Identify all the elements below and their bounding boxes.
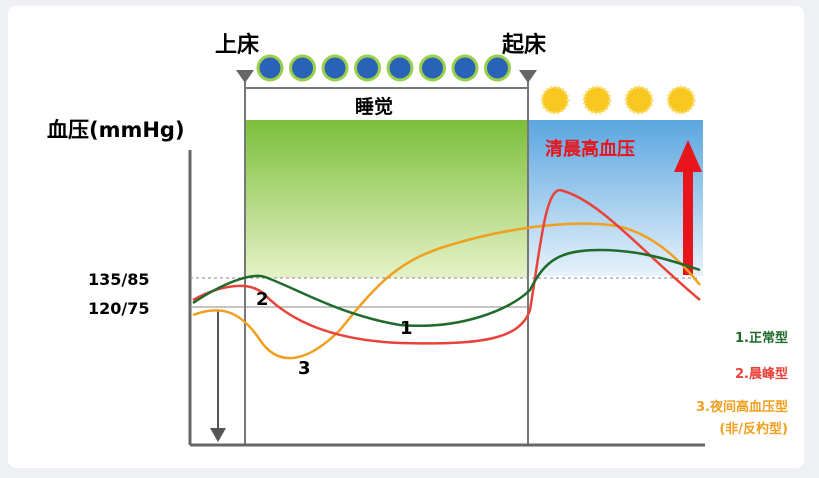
moon-icon <box>386 54 414 82</box>
bedtime-marker <box>236 70 254 83</box>
sun-icons <box>540 85 696 115</box>
legend-morning-peak: 2.晨峰型 <box>735 366 788 382</box>
sun-icon <box>540 85 570 115</box>
curve-label-3: 3 <box>298 358 311 379</box>
moon-icon <box>289 54 316 82</box>
y-axis-label: 血压(mmHg) <box>47 118 185 142</box>
moon-icon <box>484 54 511 82</box>
moon-icon <box>256 54 284 82</box>
curve-label-2: 2 <box>256 289 269 310</box>
sun-icon <box>666 85 696 115</box>
moon-icon <box>321 54 349 82</box>
legend-nocturnal: 3.夜间高血压型 <box>696 399 788 415</box>
down-arrow-head <box>210 428 226 442</box>
moon-icon <box>451 54 479 82</box>
sun-icon <box>582 85 612 115</box>
sleep-label: 睡觉 <box>355 95 393 118</box>
tick-135-85: 135/85 <box>88 270 150 289</box>
moon-icon <box>419 54 446 82</box>
curve-normal <box>192 248 701 327</box>
morning-rise-arrow-head <box>674 140 702 172</box>
moon-icon <box>354 54 381 82</box>
wake-marker <box>519 70 537 83</box>
curve-label-1: 1 <box>400 318 413 339</box>
legend-normal: 1.正常型 <box>735 330 788 346</box>
tick-120-75: 120/75 <box>88 299 150 318</box>
legend-nocturnal-sub: (非/反杓型) <box>719 421 788 437</box>
sun-icon <box>624 85 654 115</box>
morning-hypertension-label: 清晨高血压 <box>545 138 635 160</box>
sleep-zone <box>245 120 528 278</box>
bedtime-label: 上床 <box>215 32 260 58</box>
moon-icons <box>256 54 511 82</box>
wake-label: 起床 <box>501 32 547 58</box>
curve-morning-peak <box>192 188 701 345</box>
